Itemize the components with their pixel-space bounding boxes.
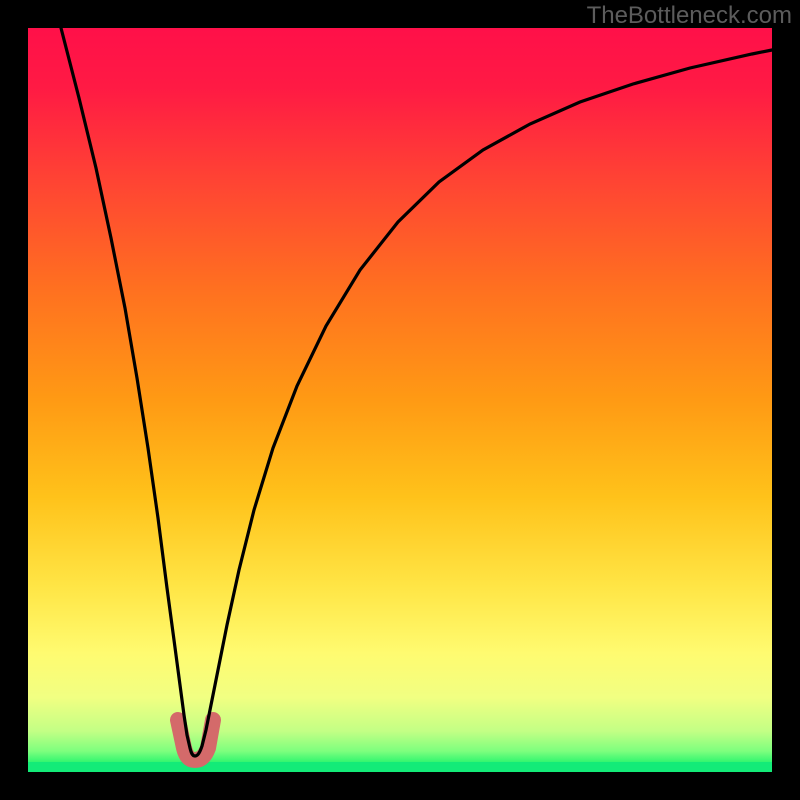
chart-svg [0, 0, 800, 800]
chart-frame: TheBottleneck.com [0, 0, 800, 800]
baseline-band [28, 762, 772, 772]
